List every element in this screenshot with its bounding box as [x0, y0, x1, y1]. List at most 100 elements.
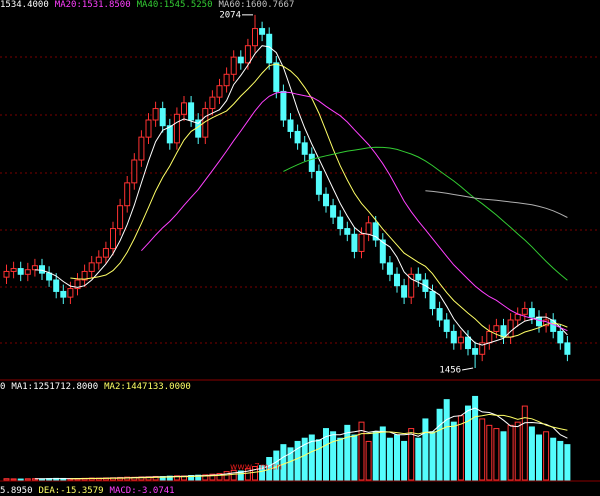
- candle-body: [223, 73, 230, 87]
- candle-body: [10, 268, 17, 272]
- candle-body: [31, 265, 38, 271]
- candle-body: [110, 228, 116, 250]
- grid: [0, 56, 600, 482]
- volume-average: [70, 413, 568, 480]
- candle-body: [323, 193, 329, 207]
- volume-bar: [358, 421, 365, 481]
- volume-bar: [557, 440, 564, 481]
- candle-body: [259, 28, 266, 35]
- volume-bar: [17, 478, 24, 481]
- indicator-value: MA20:1531.8500: [55, 0, 131, 10]
- candle-body: [401, 285, 408, 298]
- candle-body: [188, 102, 195, 121]
- volume-bar: [230, 469, 237, 481]
- candle-body: [131, 159, 138, 184]
- candle-body: [17, 268, 24, 275]
- candle-body: [386, 262, 393, 275]
- volume-bar: [472, 395, 479, 481]
- volume-bar: [386, 437, 393, 481]
- volume-bar: [365, 440, 372, 481]
- candle-body: [507, 319, 514, 338]
- indicator-value: DEA:-15.3579: [39, 486, 104, 496]
- candle-body: [528, 308, 535, 318]
- watermark: www.7m.cn: [230, 463, 282, 473]
- candle-body: [166, 125, 173, 144]
- candle-body: [358, 233, 365, 252]
- indicator-value: MA40:1545.5250: [137, 0, 213, 10]
- candle-body: [202, 108, 209, 138]
- max-label: 2074: [219, 10, 241, 20]
- volume-bar: [202, 474, 209, 481]
- volume-bar: [294, 440, 301, 481]
- candle-body: [379, 239, 386, 264]
- candle-body: [39, 265, 45, 274]
- volume-bar: [252, 466, 258, 481]
- moving-average: [141, 91, 568, 332]
- volume-bar: [429, 431, 436, 481]
- candle-body: [330, 205, 337, 218]
- volume-bar: [323, 428, 329, 481]
- volume-bar: [10, 478, 17, 481]
- volume-bar: [422, 418, 429, 481]
- candle-body: [3, 270, 10, 278]
- min-pointer: [462, 367, 474, 371]
- candle-body: [209, 96, 216, 110]
- candle-body: [514, 313, 521, 321]
- candle-body: [479, 342, 486, 355]
- volume-bar: [479, 418, 486, 481]
- candle-body: [486, 330, 493, 344]
- volume-bar: [237, 470, 244, 481]
- candle-body: [60, 290, 67, 298]
- moving-average: [283, 146, 568, 281]
- volume-bar: [521, 405, 528, 481]
- volume-bar: [543, 431, 550, 481]
- candle-body: [344, 228, 351, 235]
- volume-bar: [330, 431, 337, 481]
- candle-body: [117, 205, 124, 230]
- volume-bar: [550, 437, 557, 481]
- volume-bar: [408, 428, 415, 481]
- volume-bar: [394, 434, 400, 481]
- volume-bar: [351, 434, 358, 481]
- volume-bar: [308, 434, 315, 481]
- volume-bar: [415, 437, 422, 481]
- volume-bar: [244, 468, 251, 481]
- candle-body: [173, 113, 180, 144]
- volume-bar: [564, 444, 571, 481]
- candle-body: [472, 348, 479, 355]
- indicator-value: MA2:1447133.0000: [104, 382, 191, 392]
- candle-body: [500, 325, 507, 338]
- volume-bar: [173, 475, 180, 481]
- candle-body: [81, 270, 88, 281]
- candle-body: [408, 273, 415, 298]
- volume-bar: [465, 405, 471, 481]
- candle-body: [159, 108, 166, 127]
- candle-body: [237, 56, 244, 64]
- volume-bar: [493, 428, 500, 481]
- volume-bar: [436, 408, 443, 481]
- candle-body: [252, 28, 258, 47]
- volume-bar: [301, 437, 308, 481]
- candle-body: [436, 308, 443, 321]
- volume-bar: [24, 478, 31, 481]
- candle-body: [74, 279, 81, 290]
- volume-bar: [507, 424, 514, 481]
- volume-bar: [209, 473, 216, 481]
- indicator-value: MACD:-3.0741: [110, 486, 175, 496]
- candle-body: [564, 342, 571, 355]
- moving-average: [425, 190, 568, 218]
- indicator-value: MA60:1600.7667: [219, 0, 295, 10]
- indicator-value: MA1:1251712.8000: [11, 382, 98, 392]
- candle-body: [450, 330, 457, 344]
- volume-bar: [3, 478, 10, 481]
- volume-bar: [280, 444, 287, 481]
- candle-body: [301, 142, 308, 155]
- candle-body: [46, 272, 53, 281]
- candle-body: [365, 222, 372, 235]
- indicator-value: 0: [0, 382, 5, 392]
- candle-body: [181, 102, 187, 115]
- candle-body: [429, 290, 436, 310]
- volume-bar: [486, 424, 493, 481]
